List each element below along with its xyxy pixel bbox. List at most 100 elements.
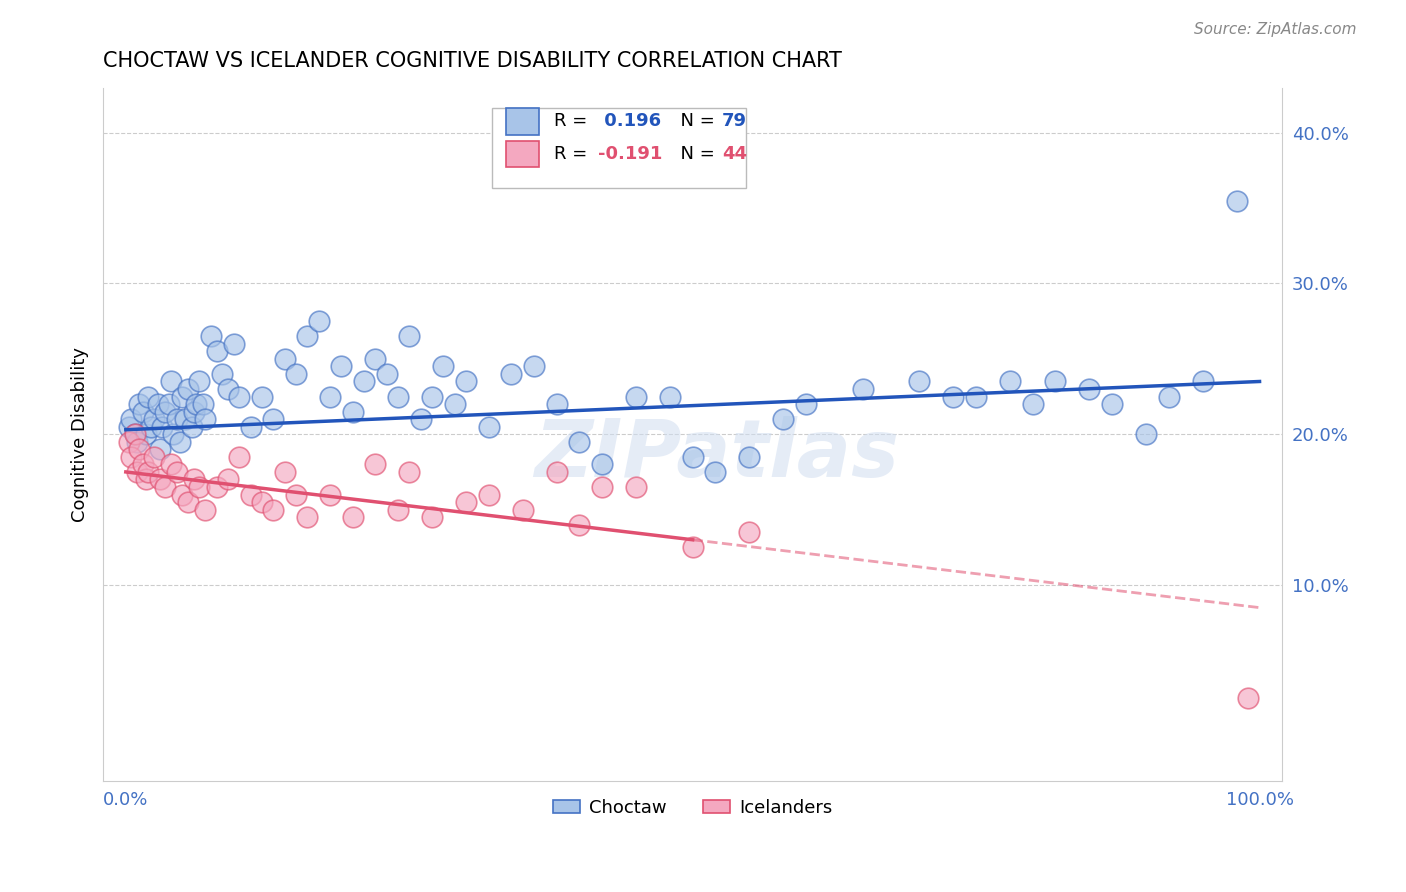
Point <box>124 427 146 442</box>
Point <box>127 434 149 449</box>
Bar <box>506 141 540 168</box>
Text: ZIPatlas: ZIPatlas <box>534 416 898 494</box>
Point <box>128 442 150 457</box>
Point <box>965 390 987 404</box>
Point <box>160 458 183 472</box>
Point <box>398 465 420 479</box>
Point <box>132 458 155 472</box>
Point <box>591 480 613 494</box>
Point <box>420 510 443 524</box>
Point <box>852 382 875 396</box>
Point <box>217 473 239 487</box>
Point <box>239 419 262 434</box>
FancyBboxPatch shape <box>492 108 745 188</box>
Point <box>191 397 214 411</box>
Point <box>1078 382 1101 396</box>
Point <box>250 390 273 404</box>
Point <box>1101 397 1123 411</box>
Point <box>295 510 318 524</box>
Text: 79: 79 <box>723 112 747 130</box>
Legend: Choctaw, Icelanders: Choctaw, Icelanders <box>546 791 839 824</box>
Point <box>143 412 166 426</box>
Point <box>478 419 501 434</box>
Point <box>624 390 647 404</box>
Point <box>682 541 704 555</box>
Point <box>682 450 704 464</box>
Point <box>118 419 141 434</box>
Text: 0.196: 0.196 <box>599 112 661 130</box>
Point <box>454 375 477 389</box>
Text: N =: N = <box>669 112 721 130</box>
Point <box>173 412 195 426</box>
Point <box>568 434 591 449</box>
Point <box>319 390 342 404</box>
Point <box>138 390 160 404</box>
Point <box>308 314 330 328</box>
Point <box>738 525 761 540</box>
Point <box>205 480 228 494</box>
Point <box>546 397 568 411</box>
Point <box>162 427 184 442</box>
Point <box>135 427 157 442</box>
Point <box>172 487 194 501</box>
Point <box>188 480 211 494</box>
Point <box>1237 691 1260 706</box>
Point <box>183 404 205 418</box>
Point <box>205 344 228 359</box>
Point <box>118 434 141 449</box>
Point <box>330 359 353 374</box>
Point <box>273 351 295 366</box>
Point <box>342 510 364 524</box>
Point <box>188 375 211 389</box>
Point <box>546 465 568 479</box>
Point <box>1157 390 1180 404</box>
Point <box>183 473 205 487</box>
Point <box>1135 427 1157 442</box>
Text: Source: ZipAtlas.com: Source: ZipAtlas.com <box>1194 22 1357 37</box>
Point <box>942 390 965 404</box>
Point <box>124 427 146 442</box>
Bar <box>506 108 540 135</box>
Point <box>659 390 682 404</box>
Point <box>908 375 931 389</box>
Point <box>217 382 239 396</box>
Text: -0.191: -0.191 <box>599 145 662 163</box>
Point <box>200 329 222 343</box>
Point <box>591 458 613 472</box>
Point <box>177 495 200 509</box>
Point <box>478 487 501 501</box>
Text: CHOCTAW VS ICELANDER COGNITIVE DISABILITY CORRELATION CHART: CHOCTAW VS ICELANDER COGNITIVE DISABILIT… <box>103 51 842 70</box>
Point <box>794 397 817 411</box>
Point <box>998 375 1021 389</box>
Point <box>624 480 647 494</box>
Point <box>150 419 173 434</box>
Point <box>568 517 591 532</box>
Text: 44: 44 <box>723 145 747 163</box>
Point <box>409 412 432 426</box>
Point <box>157 397 180 411</box>
Point <box>432 359 454 374</box>
Point <box>211 367 233 381</box>
Point <box>194 412 217 426</box>
Point <box>166 412 188 426</box>
Point <box>1226 194 1249 208</box>
Point <box>172 390 194 404</box>
Point <box>121 450 143 464</box>
Point <box>155 404 177 418</box>
Point <box>138 465 160 479</box>
Point <box>228 450 250 464</box>
Point <box>284 487 307 501</box>
Text: R =: R = <box>554 145 592 163</box>
Y-axis label: Cognitive Disability: Cognitive Disability <box>72 347 89 522</box>
Point <box>262 502 284 516</box>
Point <box>772 412 794 426</box>
Point <box>364 351 387 366</box>
Text: R =: R = <box>554 112 592 130</box>
Point <box>273 465 295 479</box>
Point <box>135 473 157 487</box>
Point <box>222 336 245 351</box>
Point <box>1022 397 1045 411</box>
Point <box>194 502 217 516</box>
Point <box>166 465 188 479</box>
Point <box>169 434 191 449</box>
